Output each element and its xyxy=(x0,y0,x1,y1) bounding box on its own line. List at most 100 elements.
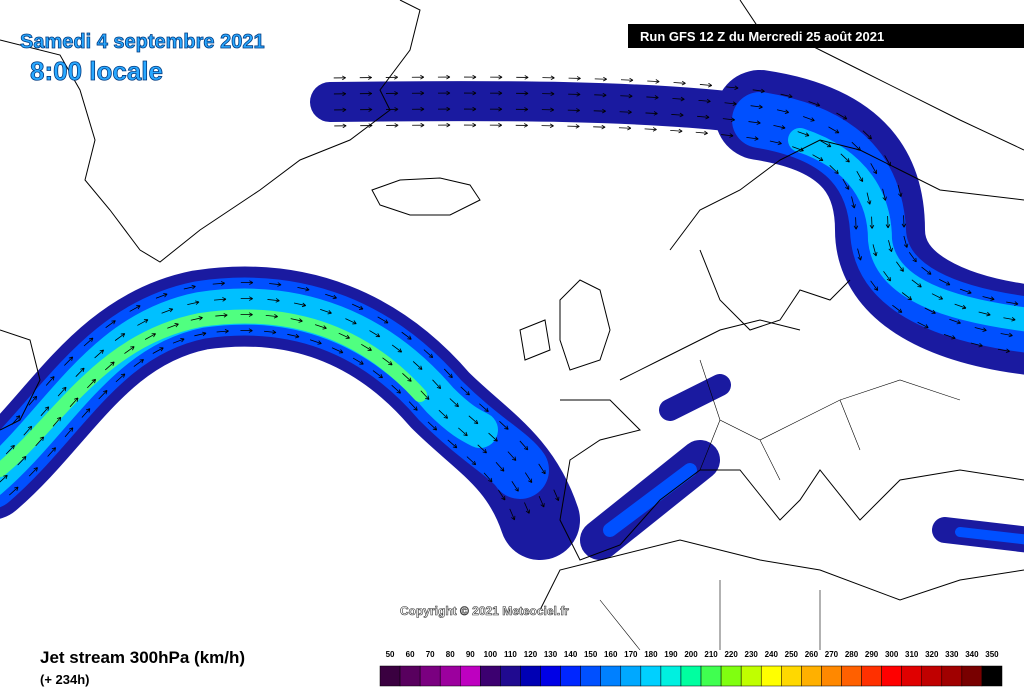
wind-arrow xyxy=(645,111,658,116)
wind-arrow xyxy=(507,451,517,461)
wind-arrow xyxy=(23,425,33,436)
wind-arrow xyxy=(553,489,560,502)
wind-arrow xyxy=(982,296,995,301)
legend-swatch xyxy=(480,665,501,687)
wind-arrow xyxy=(360,107,373,112)
wind-arrow xyxy=(901,292,912,301)
wind-arrow xyxy=(449,398,459,408)
wind-arrow xyxy=(853,217,859,230)
wind-arrow xyxy=(240,328,253,333)
wind-arrow xyxy=(401,331,412,340)
wind-arrow xyxy=(437,90,451,96)
legend-swatch xyxy=(520,665,541,687)
legend-swatch xyxy=(941,665,963,687)
wind-arrow xyxy=(369,330,381,338)
run-box xyxy=(628,24,1024,48)
wind-arrow xyxy=(856,170,864,182)
wind-arrow xyxy=(438,409,449,419)
jet-band xyxy=(603,463,697,537)
legend-swatch xyxy=(781,665,802,687)
wind-arrow xyxy=(538,495,545,508)
wind-arrow xyxy=(943,333,956,340)
legend-label: 330 xyxy=(945,650,959,659)
legend-swatch xyxy=(399,665,421,687)
wind-arrow xyxy=(903,235,909,248)
wind-arrow xyxy=(509,508,516,521)
wind-arrow xyxy=(954,303,967,310)
legend-swatch xyxy=(500,665,521,687)
wind-arrow xyxy=(98,390,108,400)
wind-arrow xyxy=(594,92,607,98)
legend-swatch xyxy=(821,665,842,687)
wind-arrow xyxy=(287,333,300,339)
wind-arrow xyxy=(515,123,528,128)
wind-arrow xyxy=(11,415,21,425)
legend-label: 350 xyxy=(985,650,999,659)
wind-arrow xyxy=(361,343,372,351)
wind-arrow xyxy=(183,284,196,290)
wind-arrow xyxy=(780,93,793,99)
wind-arrow xyxy=(870,163,878,175)
wind-arrow xyxy=(129,305,141,312)
wind-arrow xyxy=(857,248,863,261)
wind-arrow xyxy=(567,124,580,129)
wind-arrow xyxy=(83,337,94,347)
legend-swatch xyxy=(600,665,622,687)
legend-label: 310 xyxy=(905,650,919,659)
wind-arrow xyxy=(921,266,932,275)
wind-arrow xyxy=(215,313,228,318)
wind-arrow xyxy=(959,288,972,295)
wind-arrow xyxy=(155,293,168,299)
iceland xyxy=(371,177,481,216)
wind-arrow xyxy=(52,416,62,427)
wind-arrow xyxy=(35,436,45,447)
wind-arrow xyxy=(748,120,761,125)
jet-band xyxy=(955,527,1024,545)
legend-swatch xyxy=(861,665,882,687)
legend-swatch xyxy=(901,665,922,687)
wind-arrow xyxy=(516,75,529,80)
wind-arrow xyxy=(144,333,156,340)
wind-arrow xyxy=(619,109,632,115)
wind-arrow xyxy=(882,188,887,201)
wind-arrow xyxy=(28,467,38,477)
wind-arrow xyxy=(724,101,737,106)
wind-arrow xyxy=(808,101,821,107)
wind-arrow xyxy=(269,282,282,287)
wind-arrow xyxy=(490,74,503,80)
wind-arrow xyxy=(382,357,393,366)
legend-swatch xyxy=(460,665,481,687)
wind-arrow xyxy=(483,472,493,483)
wind-arrow xyxy=(320,309,332,315)
wind-arrow xyxy=(917,321,929,329)
wind-arrow xyxy=(75,367,85,377)
wind-arrow xyxy=(524,502,530,514)
wind-arrow xyxy=(437,74,451,80)
wind-arrow xyxy=(776,109,789,114)
wind-arrow xyxy=(360,123,373,128)
wind-arrow xyxy=(851,141,861,151)
wind-arrow xyxy=(309,339,322,345)
wind-arrow xyxy=(495,461,505,472)
wind-arrow xyxy=(377,316,389,324)
wind-arrow xyxy=(499,420,509,430)
wind-arrow xyxy=(840,153,850,163)
wind-arrow xyxy=(862,130,872,140)
wind-arrow xyxy=(28,395,38,406)
wind-arrow xyxy=(133,359,144,367)
wind-arrow xyxy=(752,88,765,94)
legend-swatch xyxy=(801,665,822,687)
legend-swatch xyxy=(760,665,782,687)
wind-arrow xyxy=(137,319,149,326)
legend-label: 150 xyxy=(584,650,598,659)
wind-arrow xyxy=(869,216,875,229)
wind-arrow xyxy=(297,286,310,292)
wind-arrow xyxy=(697,114,710,120)
wind-arrow xyxy=(333,75,346,81)
wind-arrow xyxy=(64,427,74,438)
baltic xyxy=(699,249,851,331)
legend-label: 260 xyxy=(805,650,819,659)
wind-arrow xyxy=(408,401,418,411)
wind-arrow xyxy=(594,76,607,82)
